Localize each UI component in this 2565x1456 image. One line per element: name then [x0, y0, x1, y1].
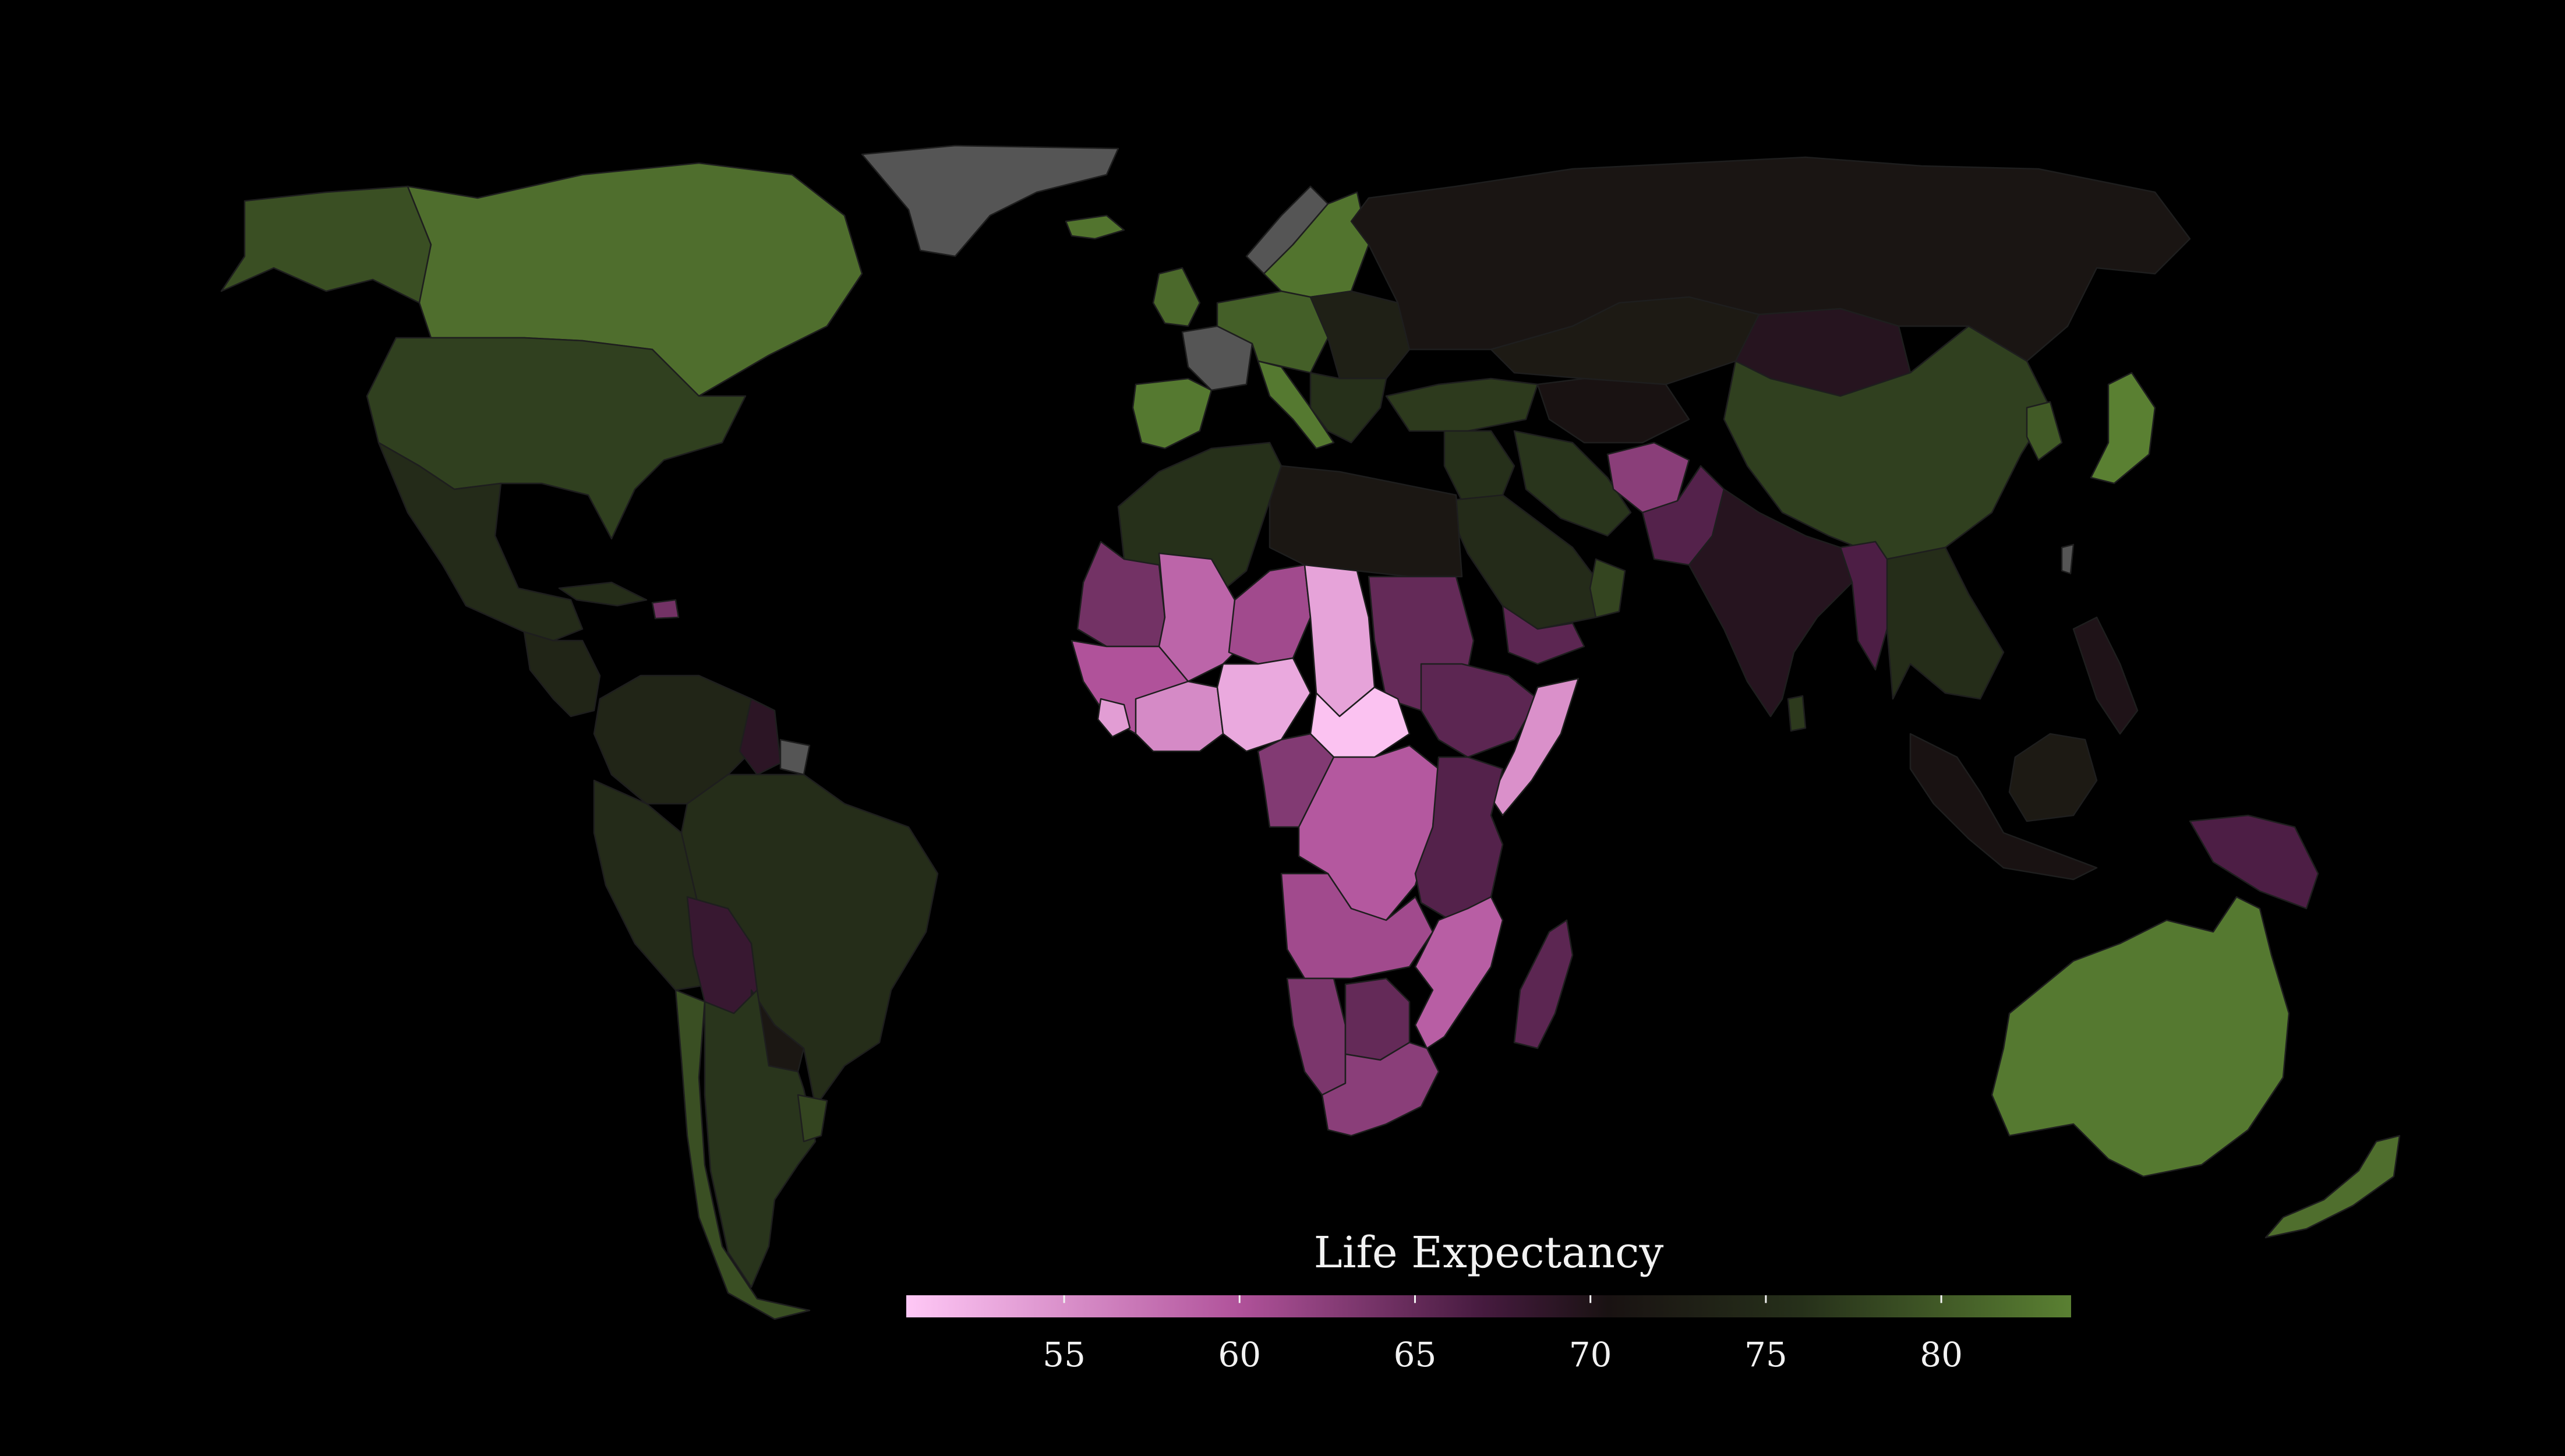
legend-color-bar: [906, 1295, 2071, 1317]
legend-tick-label: 65: [1394, 1335, 1437, 1374]
french-guiana[interactable]: [779, 738, 811, 776]
turkey-caucasus[interactable]: [1385, 377, 1539, 432]
argentina[interactable]: [704, 989, 817, 1288]
madagascar[interactable]: [1513, 919, 1574, 1049]
uruguay[interactable]: [797, 1094, 828, 1143]
australia[interactable]: [1991, 896, 2290, 1178]
philippines[interactable]: [2072, 616, 2139, 735]
cuba[interactable]: [558, 581, 648, 607]
niger[interactable]: [1228, 564, 1312, 665]
sierra-leone[interactable]: [1097, 698, 1131, 738]
oman[interactable]: [1589, 558, 1626, 619]
sri-lanka[interactable]: [1787, 695, 1807, 732]
chile[interactable]: [674, 989, 811, 1320]
legend-tick-label: 60: [1218, 1335, 1261, 1374]
ethiopia[interactable]: [1420, 663, 1539, 758]
sumatra-java[interactable]: [1909, 733, 2098, 881]
legend-tick-label: 70: [1569, 1335, 1612, 1374]
myanmar[interactable]: [1839, 540, 1900, 671]
central-asia[interactable]: [1536, 377, 1690, 444]
iberia[interactable]: [1132, 377, 1213, 450]
balkans[interactable]: [1309, 372, 1387, 444]
legend-tick-label: 55: [1043, 1335, 1086, 1374]
libya-egypt[interactable]: [1269, 465, 1463, 578]
taiwan[interactable]: [2061, 543, 2075, 575]
japan[interactable]: [2090, 372, 2156, 485]
yemen[interactable]: [1501, 605, 1585, 665]
thailand-vietnam[interactable]: [1886, 546, 2005, 700]
cote-divoire-ghana[interactable]: [1135, 680, 1224, 752]
iceland[interactable]: [1065, 214, 1125, 240]
legend-tick-label: 80: [1920, 1335, 1963, 1374]
somalia[interactable]: [1490, 677, 1580, 817]
india[interactable]: [1688, 488, 1853, 718]
italy[interactable]: [1257, 360, 1335, 450]
new-zealand[interactable]: [2264, 1135, 2401, 1239]
guyana-suriname[interactable]: [739, 698, 782, 776]
mexico[interactable]: [377, 441, 584, 642]
korea[interactable]: [2026, 401, 2063, 461]
country-layer: [220, 144, 2401, 1320]
new-guinea[interactable]: [2189, 814, 2319, 910]
alaska[interactable]: [220, 185, 432, 304]
borneo[interactable]: [2008, 733, 2098, 822]
drc[interactable]: [1298, 744, 1440, 921]
haiti[interactable]: [651, 599, 680, 620]
eastern-europe[interactable]: [1309, 290, 1411, 380]
central-america[interactable]: [523, 631, 601, 718]
mozambique[interactable]: [1414, 896, 1504, 1049]
south-africa[interactable]: [1321, 1041, 1440, 1137]
china[interactable]: [1723, 325, 2051, 560]
color-legend: Life Expectancy 55 60 65 70 75 80: [906, 1228, 2071, 1374]
legend-ticks: 55 60 65 70 75 80: [1043, 1295, 1963, 1374]
iran[interactable]: [1513, 430, 1632, 537]
uk-ireland[interactable]: [1152, 267, 1201, 327]
legend-title: Life Expectancy: [1314, 1228, 1664, 1278]
legend-tick-label: 75: [1744, 1335, 1787, 1374]
greenland[interactable]: [861, 144, 1119, 257]
